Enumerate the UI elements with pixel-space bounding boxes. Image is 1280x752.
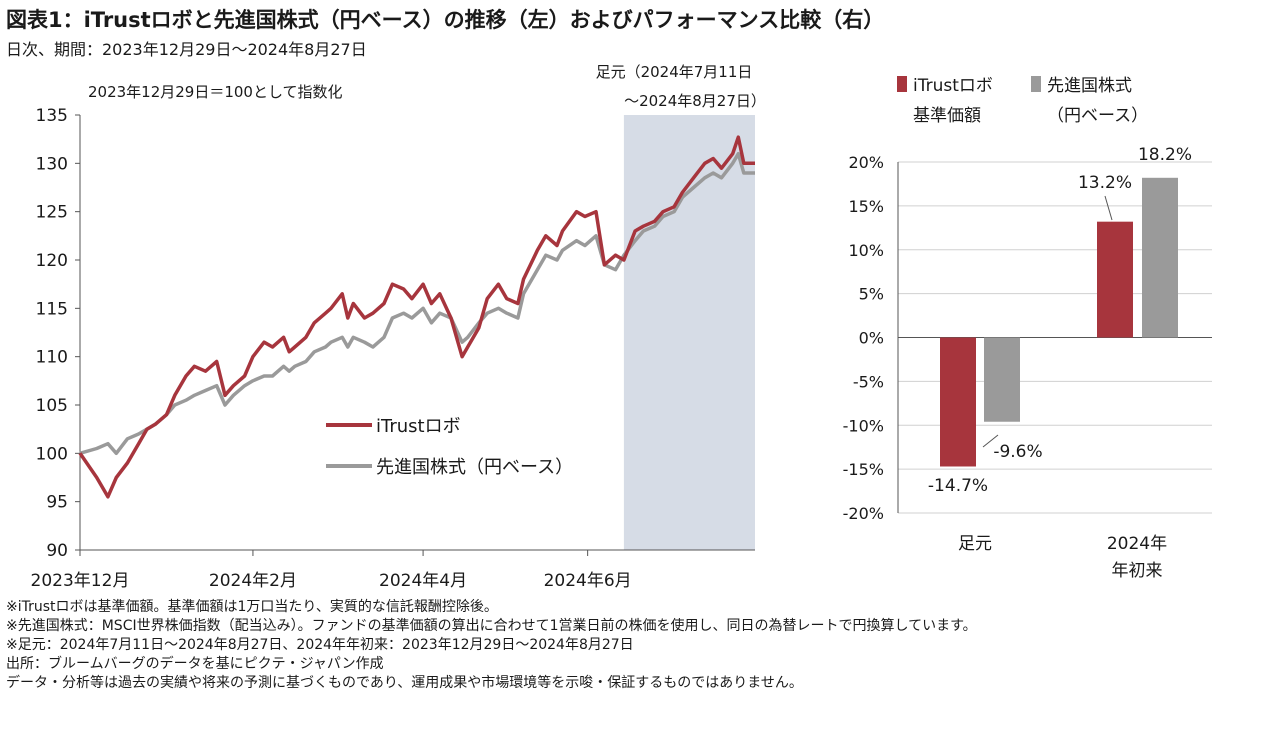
y-tick-label: 130 (36, 154, 68, 174)
chart-title: 図表1：iTrustロボと先進国株式（円ベース）の推移（左）およびパフォーマンス… (6, 8, 885, 32)
footnote-1: ※iTrustロボは基準価額。基準価額は1万口当たり、実質的な信託報酬控除後。 (6, 599, 498, 615)
legend-item-itrust-robo: iTrustロボ (376, 416, 461, 437)
itrust-robo-line (78, 135, 755, 499)
y-tick-label: 95 (46, 493, 68, 513)
legend-item-itrust-base-price: iTrustロボ (913, 76, 993, 96)
shade-label-line-2: ～2024年8月27日） (624, 92, 766, 110)
bar-itrust-robo (1097, 221, 1133, 338)
data-label-leader (982, 434, 999, 448)
data-label: 18.2% (1138, 145, 1192, 165)
y-tick-label: 90 (46, 541, 68, 561)
legend-item-developed-equities-yen: 先進国株式 (1047, 76, 1132, 96)
shade-label-line-1: 足元（2024年7月11日 (596, 63, 753, 81)
legend-item-itrust-base-price: 基準価額 (913, 106, 981, 126)
legend-item-developed-equities-yen: （円ベース） (1047, 106, 1148, 126)
data-label: -9.6% (993, 442, 1042, 462)
recent-period-shading (623, 115, 755, 550)
y-tick-label: 100 (36, 444, 68, 464)
x-tick-label: 2024年2月 (209, 571, 297, 591)
bar-y-tick-label: -10% (843, 416, 884, 435)
bar-y-tick-label: -15% (843, 460, 884, 479)
chart-subtitle: 日次、期間：2023年12月29日～2024年8月27日 (6, 40, 367, 59)
footnote-3: ※足元：2024年7月11日～2024年8月27日、2024年年初来：2023年… (6, 637, 634, 653)
bar-chart: -20% -15% -10% -5% 0% 5% 10% 15% 20% -14.7%-9.6% 1… (843, 76, 1212, 581)
y-tick-label: 105 (36, 396, 68, 416)
y-tick-label: 135 (36, 106, 68, 126)
bar-y-tick-label: 0% (859, 329, 884, 348)
bar-itrust-robo (940, 337, 976, 467)
bar-developed-equities (1142, 177, 1178, 338)
bar-y-tick-label: 5% (859, 285, 884, 304)
bar-y-tick-label: 15% (848, 197, 884, 216)
data-label: 13.2% (1078, 173, 1132, 193)
x-tick-label: 2024年4月 (379, 571, 467, 591)
bar-category-label: 2024年 (1107, 534, 1167, 554)
x-tick-label: 2024年6月 (544, 571, 632, 591)
y-tick-label: 120 (36, 251, 68, 271)
bar-y-tick-label: 20% (848, 153, 884, 172)
bar-category-label: 足元 (958, 534, 992, 554)
line-chart: 足元（2024年7月11日 ～2024年8月27日） 2023年12月29日＝100… (31, 63, 766, 591)
y-tick-label: 115 (36, 299, 68, 319)
index-annotation: 2023年12月29日＝100として指数化 (88, 83, 343, 101)
legend-swatch (897, 76, 907, 92)
data-label: -14.7% (928, 476, 988, 496)
bar-y-tick-label: -5% (853, 372, 884, 391)
footnotes: ※iTrustロボは基準価額。基準価額は1万口当たり、実質的な信託報酬控除後。 … (6, 598, 1268, 693)
bar-category-label: 年初来 (1112, 561, 1163, 581)
bar-developed-equities (984, 337, 1020, 422)
y-tick-label: 110 (36, 348, 68, 368)
y-tick-label: 125 (36, 203, 68, 223)
bar-y-tick-label: -20% (843, 504, 884, 523)
footnote-source: 出所：ブルームバーグのデータを基にピクテ・ジャパン作成 (6, 656, 384, 672)
data-label-leader (1104, 195, 1113, 221)
footnote-disclaimer: データ・分析等は過去の実績や将来の予測に基づくものであり、運用成果や市場環境等を… (6, 675, 803, 691)
legend-item-developed-equities: 先進国株式（円ベース） (376, 457, 573, 478)
bar-y-tick-label: 10% (848, 241, 884, 260)
footnote-2: ※先進国株式：MSCI世界株価指数（配当込み）。ファンドの基準価額の算出に合わせ… (6, 618, 977, 634)
x-tick-label: 2023年12月 (31, 571, 130, 591)
developed-equities-line (79, 151, 755, 456)
legend-swatch (1031, 76, 1041, 92)
